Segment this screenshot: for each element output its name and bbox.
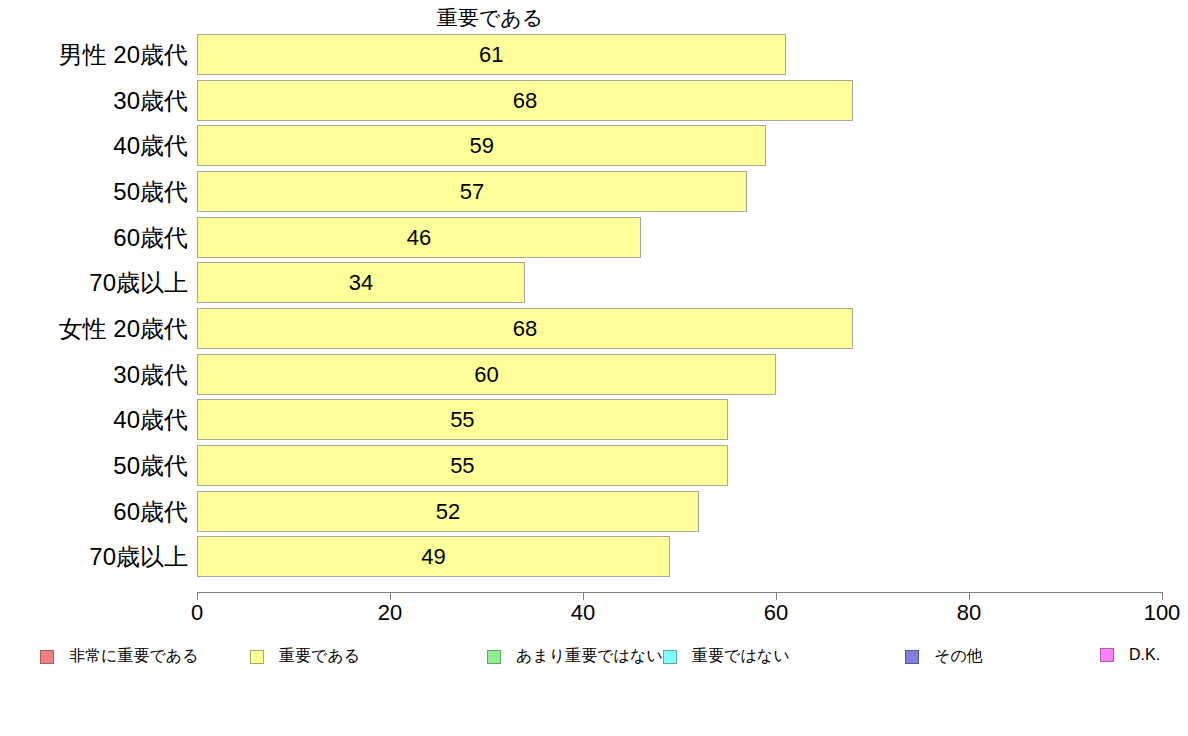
legend-item: 重要ではない — [663, 646, 790, 667]
bar-value-label: 49 — [421, 544, 445, 569]
category-label: 30歳代 — [0, 80, 188, 121]
x-axis-tick-label: 100 — [1144, 600, 1181, 626]
x-axis-tick-label: 40 — [571, 600, 595, 626]
bar: 34 — [197, 262, 525, 303]
bar-value-label: 46 — [407, 225, 431, 250]
bar: 60 — [197, 354, 776, 395]
bar-value-label: 52 — [436, 499, 460, 524]
legend-label: 重要ではない — [692, 646, 790, 667]
bar-value-label: 61 — [479, 42, 503, 67]
legend-label: あまり重要ではない — [516, 646, 663, 667]
bar: 52 — [197, 491, 699, 532]
bar: 61 — [197, 34, 786, 75]
x-axis-tick-label: 60 — [764, 600, 788, 626]
legend-label: 重要である — [279, 646, 360, 667]
bar: 57 — [197, 171, 747, 212]
bar-value-label: 55 — [450, 407, 474, 432]
x-axis-tick — [776, 592, 777, 600]
category-label: 男性 20歳代 — [0, 34, 188, 75]
bar-value-label: 59 — [469, 133, 493, 158]
bar-value-label: 55 — [450, 453, 474, 478]
x-axis-tick — [390, 592, 391, 600]
legend-swatch-icon — [905, 650, 919, 664]
x-axis-line — [197, 592, 1163, 593]
category-label: 女性 20歳代 — [0, 308, 188, 349]
bar: 68 — [197, 308, 853, 349]
category-label: 70歳以上 — [0, 262, 188, 303]
category-label: 60歳代 — [0, 217, 188, 258]
legend-item: D.K. — [1100, 646, 1160, 664]
legend-swatch-icon — [250, 650, 264, 664]
bar-chart: 重要である 男性 20歳代 61 30歳代 68 40歳代 59 50歳代 57 60歳代 46 7… — [0, 0, 1188, 736]
bar-value-label: 68 — [513, 316, 537, 341]
bar-value-label: 60 — [474, 362, 498, 387]
bar: 46 — [197, 217, 641, 258]
x-axis-tick — [197, 592, 198, 600]
legend-swatch-icon — [1100, 648, 1114, 662]
legend-label: その他 — [934, 646, 983, 667]
category-label: 40歳代 — [0, 125, 188, 166]
category-label: 60歳代 — [0, 491, 188, 532]
bar: 68 — [197, 80, 853, 121]
x-axis-tick — [1162, 592, 1163, 600]
legend-item: 非常に重要である — [40, 646, 199, 667]
x-axis-tick-label: 80 — [957, 600, 981, 626]
category-label: 70歳以上 — [0, 536, 188, 577]
bar: 55 — [197, 445, 728, 486]
x-axis-tick-label: 20 — [378, 600, 402, 626]
category-label: 40歳代 — [0, 399, 188, 440]
legend-item: 重要である — [250, 646, 360, 667]
category-label: 30歳代 — [0, 354, 188, 395]
legend-item: あまり重要ではない — [487, 646, 663, 667]
x-axis-tick-label: 0 — [191, 600, 203, 626]
legend-swatch-icon — [40, 650, 54, 664]
legend-label: 非常に重要である — [69, 646, 199, 667]
legend-swatch-icon — [487, 650, 501, 664]
category-label: 50歳代 — [0, 171, 188, 212]
bar-value-label: 57 — [460, 179, 484, 204]
category-label: 50歳代 — [0, 445, 188, 486]
bar-value-label: 34 — [349, 270, 373, 295]
bar-value-label: 68 — [513, 88, 537, 113]
legend-label: D.K. — [1129, 646, 1160, 664]
bar: 49 — [197, 536, 670, 577]
x-axis-tick — [969, 592, 970, 600]
bar: 59 — [197, 125, 766, 166]
legend-item: その他 — [905, 646, 983, 667]
bar: 55 — [197, 399, 728, 440]
x-axis-tick — [583, 592, 584, 600]
legend-swatch-icon — [663, 650, 677, 664]
chart-title: 重要である — [437, 4, 543, 32]
